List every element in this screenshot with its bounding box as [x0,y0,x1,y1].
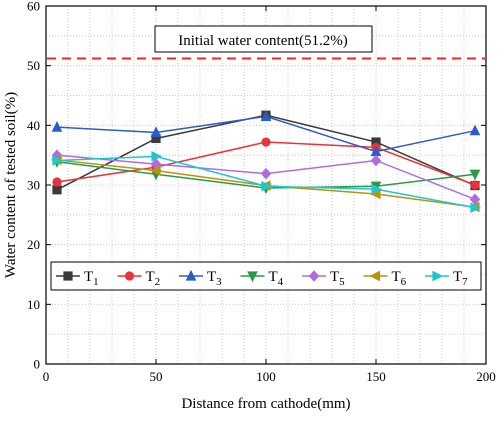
annotation-box [154,25,373,53]
x-tick-labels: 0 50 100 150 200 [43,369,496,384]
y-tick-label: 20 [27,237,40,252]
data-point-t7 [470,202,482,214]
data-point-t5 [260,167,272,180]
series-markers [50,110,482,214]
y-tick-label: 50 [27,58,40,73]
data-point-t7 [151,151,163,162]
data-point-t2 [52,177,62,187]
y-tick-label: 30 [27,178,40,193]
data-point-t2 [470,180,480,190]
legend-marker-t4 [247,271,258,283]
legend-marker-t5 [308,270,320,282]
x-tick-label: 150 [366,369,386,384]
data-point-t3 [469,124,481,136]
x-axis-label: Distance from cathode(mm) [181,396,350,412]
x-tick-label: 100 [256,369,276,384]
y-tick-label: 0 [34,357,41,372]
data-point-t3 [150,126,162,138]
x-tick-label: 0 [43,369,50,384]
data-point-t3 [51,121,63,132]
data-point-t7 [52,155,64,166]
data-point-t2 [261,137,271,147]
legend-marker-t1 [63,271,73,281]
y-tick-label: 40 [27,118,40,133]
legend-marker-t2 [124,271,135,281]
axis-ticks [45,5,487,365]
initial-water-content-annotation: Initial water content(51.2%) [178,33,348,49]
data-point-t3 [260,110,272,121]
y-tick-label: 60 [27,0,40,14]
legend-marker-t3 [185,269,197,281]
legend-marker-t6 [369,270,381,282]
legend-box [50,261,482,291]
y-tick-labels: 0 10 20 30 40 50 60 [27,0,40,372]
data-point-t1 [52,185,62,195]
grid-lines [46,6,486,364]
data-point-t6 [149,165,161,177]
data-point-t5 [370,154,382,167]
y-axis-label: Water content of tested soil(%) [3,92,19,278]
legend: T1 T2 T3 T4 T5 T6 T7 [56,269,468,288]
data-point-t7 [261,180,273,192]
x-tick-label: 50 [150,369,163,384]
legend-marker-t7 [432,270,444,282]
x-tick-label: 200 [476,369,496,384]
y-tick-label: 10 [27,297,40,312]
data-point-t4 [469,169,481,181]
data-point-t7 [371,183,383,195]
